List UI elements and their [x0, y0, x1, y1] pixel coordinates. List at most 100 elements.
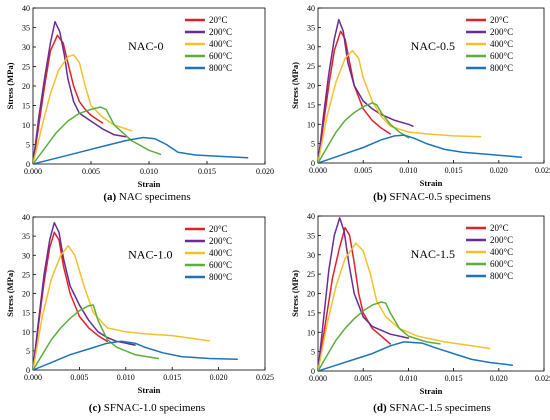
series-line-3	[318, 301, 441, 371]
y-tick-label: 35	[22, 232, 30, 241]
series-line-0	[33, 34, 104, 164]
legend-label: 600°C	[209, 51, 232, 61]
x-axis-label: Strain	[138, 179, 161, 189]
caption-letter: (d)	[373, 402, 387, 414]
x-tick-label: 0.005	[354, 374, 372, 383]
caption-letter: (a)	[103, 191, 116, 203]
x-tick-label: 0.000	[309, 166, 327, 175]
legend-label: 400°C	[209, 248, 232, 258]
y-axis-label: Stress (MPa)	[5, 270, 15, 317]
series-line-2	[33, 244, 211, 370]
y-tick-label: 35	[307, 23, 315, 32]
x-tick-label: 0.025	[535, 166, 550, 175]
y-tick-label: 10	[22, 328, 30, 337]
y-tick-label: 30	[22, 251, 30, 260]
series-line-3	[33, 106, 162, 164]
y-tick-label: 30	[307, 43, 315, 52]
x-axis-label: Strain	[420, 178, 443, 188]
panel-caption: (b) SFNAC-0.5 specimens	[373, 191, 491, 203]
panel-caption: (a) NAC specimens	[103, 191, 190, 203]
y-tick-label: 15	[307, 101, 315, 110]
caption-text: SFNAC-1.5 specimens	[387, 402, 491, 414]
legend-label: 200°C	[490, 27, 513, 37]
series-line-3	[33, 304, 160, 370]
x-tick-label: 0.020	[490, 166, 508, 175]
y-tick-label: 40	[307, 212, 315, 221]
legend-label: 800°C	[490, 63, 513, 73]
x-tick-label: 0.010	[399, 374, 417, 383]
caption-text: SFNAC-0.5 specimens	[387, 191, 491, 203]
caption-letter: (c)	[89, 402, 102, 414]
legend-label: 20°C	[490, 15, 509, 25]
y-tick-label: 15	[307, 309, 315, 318]
x-tick-label: 0.010	[140, 167, 158, 176]
y-tick-label: 5	[311, 348, 315, 357]
legend-label: 600°C	[209, 260, 232, 270]
series-line-1	[33, 221, 136, 370]
x-tick-label: 0.000	[309, 374, 327, 383]
legend-label: 200°C	[209, 27, 232, 37]
y-tick-label: 20	[307, 82, 315, 91]
y-tick-label: 10	[307, 328, 315, 337]
x-tick-label: 0.010	[399, 166, 417, 175]
specimen-label: NAC-0.5	[411, 39, 455, 53]
legend-label: 600°C	[490, 259, 513, 269]
x-tick-label: 0.020	[210, 373, 228, 382]
y-tick-label: 40	[22, 213, 30, 222]
chart-panel-1: 0 5 10 15 20 25 30 35 40 0.000 0.005 0.010 0.015 0.02…	[290, 4, 550, 203]
legend-label: 400°C	[209, 39, 232, 49]
legend-label: 400°C	[490, 39, 513, 49]
series-line-4	[33, 340, 238, 370]
series-line-0	[33, 231, 108, 370]
caption-letter: (b)	[373, 191, 387, 203]
y-tick-label: 25	[22, 270, 30, 279]
series-line-0	[318, 226, 392, 371]
series-line-3	[318, 102, 410, 163]
series-line-2	[318, 242, 491, 371]
legend-label: 800°C	[490, 271, 513, 281]
caption-text: NAC specimens	[116, 191, 191, 203]
legend-label: 400°C	[490, 247, 513, 257]
y-tick-label: 0	[311, 159, 315, 168]
series-line-2	[318, 49, 482, 163]
legend-label: 20°C	[209, 15, 228, 25]
legend-label: 20°C	[209, 224, 228, 234]
y-tick-label: 40	[22, 4, 30, 13]
y-tick-label: 0	[311, 367, 315, 376]
series-line-4	[318, 341, 514, 371]
y-tick-label: 15	[22, 309, 30, 318]
series-line-2	[33, 54, 133, 164]
x-tick-label: 0.000	[24, 373, 42, 382]
y-tick-label: 40	[307, 4, 315, 13]
specimen-label: NAC-0	[128, 39, 163, 53]
y-tick-label: 35	[307, 231, 315, 240]
y-tick-label: 25	[307, 270, 315, 279]
legend-label: 800°C	[209, 272, 232, 282]
chart-panel-2: 0 5 10 15 20 25 30 35 40 0.000 0.005 0.010 0.015 0.02…	[5, 213, 274, 414]
series-line-1	[318, 18, 414, 163]
x-tick-label: 0.020	[256, 167, 274, 176]
y-tick-label: 25	[22, 63, 30, 72]
x-axis-label: Strain	[138, 385, 161, 395]
y-tick-label: 20	[307, 290, 315, 299]
x-tick-label: 0.020	[490, 374, 508, 383]
panel-caption: (d) SFNAC-1.5 specimens	[373, 402, 491, 414]
legend-label: 200°C	[209, 236, 232, 246]
series-line-1	[33, 20, 127, 164]
specimen-label: NAC-1.0	[128, 247, 172, 261]
y-tick-label: 20	[22, 290, 30, 299]
y-tick-label: 15	[22, 102, 30, 111]
series-line-0	[318, 30, 392, 163]
specimen-label: NAC-1.5	[411, 247, 455, 261]
caption-text: SFNAC-1.0 specimens	[101, 402, 205, 414]
y-tick-label: 0	[26, 366, 30, 375]
y-tick-label: 5	[26, 347, 30, 356]
x-tick-label: 0.015	[198, 167, 216, 176]
x-tick-label: 0.005	[82, 167, 100, 176]
series-line-4	[33, 136, 249, 164]
y-axis-label: Stress (MPa)	[290, 62, 300, 109]
x-tick-label: 0.015	[163, 373, 181, 382]
x-tick-label: 0.005	[70, 373, 88, 382]
chart-panel-3: 0 5 10 15 20 25 30 35 40 0.000 0.005 0.010 0.015 0.02…	[290, 212, 550, 414]
